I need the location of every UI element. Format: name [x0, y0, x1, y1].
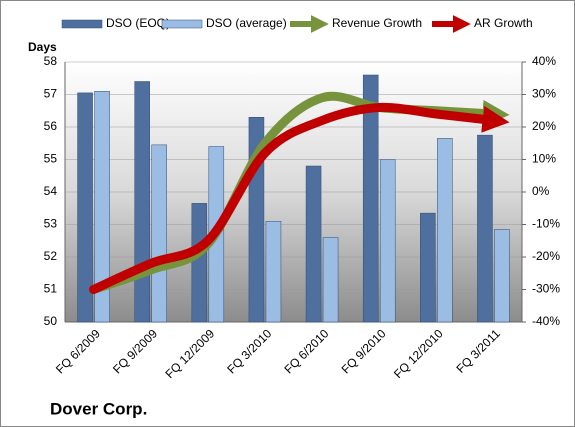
legend-swatch: [61, 19, 103, 29]
bar: [151, 144, 167, 323]
bar: [379, 159, 396, 323]
y2-tick-label: 40%: [532, 54, 556, 68]
y2-tick-label: 0%: [532, 184, 550, 198]
bar: [437, 138, 453, 323]
bar: [362, 74, 379, 323]
y-tick-label: 50: [44, 314, 58, 328]
y-tick-label: 55: [44, 152, 58, 166]
bar: [477, 134, 493, 323]
bar: [305, 165, 322, 323]
legend-label: Revenue Growth: [332, 16, 422, 30]
y-tick-label: 54: [44, 184, 58, 198]
y2-tick-label: -40%: [532, 314, 560, 328]
bar: [265, 221, 282, 323]
y-tick-label: 52: [44, 249, 58, 263]
bar: [77, 92, 93, 323]
legend-label: DSO (average): [206, 16, 287, 30]
legend-swatch: [161, 19, 203, 29]
y2-tick-label: 20%: [532, 119, 556, 133]
y2-tick-label: -10%: [532, 217, 560, 231]
legend-label: AR Growth: [474, 16, 533, 30]
y-tick-label: 51: [44, 282, 58, 296]
bar: [420, 212, 436, 323]
y-axis-label: Days: [28, 40, 57, 54]
y-tick-label: 53: [44, 217, 58, 231]
line: [89, 102, 510, 294]
y2-tick-label: 30%: [532, 87, 556, 101]
y-tick-label: 58: [44, 54, 58, 68]
bar: [134, 81, 150, 323]
y2-tick-label: 10%: [532, 152, 556, 166]
bar: [191, 203, 208, 323]
y2-tick-label: -20%: [532, 249, 560, 263]
y2-tick-label: -30%: [532, 282, 560, 296]
bar: [494, 229, 510, 323]
y-tick-label: 56: [44, 119, 58, 133]
bar: [94, 91, 110, 323]
legend-label: DSO (EOQ): [106, 16, 170, 30]
chart-title: Dover Corp.: [50, 399, 147, 418]
bar: [322, 237, 339, 323]
y-tick-label: 57: [44, 87, 58, 101]
